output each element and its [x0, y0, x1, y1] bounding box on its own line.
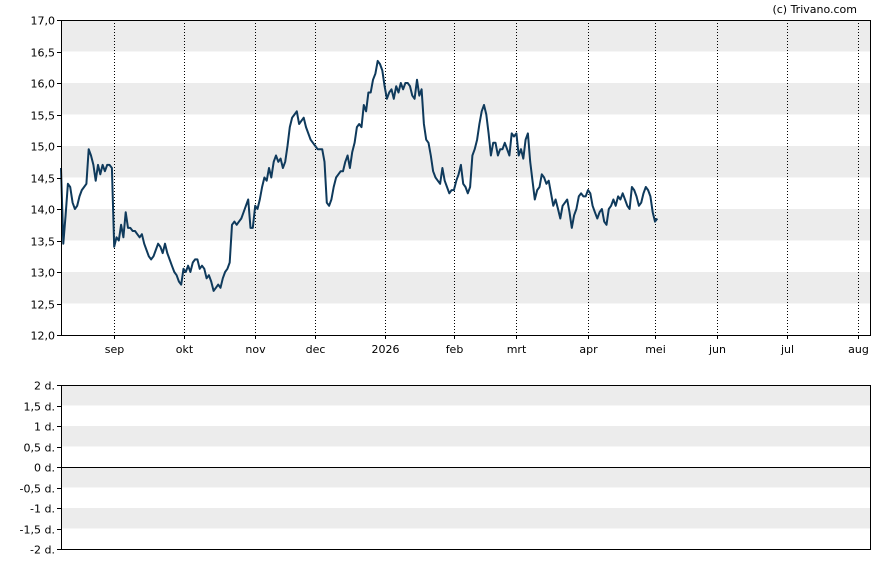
y-tick-label: -1 d.: [30, 503, 55, 516]
y-tick-label: 0,5 d.: [24, 442, 55, 455]
y-tick-label: 12,5: [31, 299, 56, 312]
x-tick-label: nov: [245, 343, 266, 356]
x-tick-label: mei: [645, 343, 666, 356]
y-tick-label: 15,5: [31, 110, 56, 123]
y-tick-label: -1,5 d.: [20, 524, 55, 537]
x-tick-label: okt: [176, 343, 194, 356]
price-band: [61, 83, 870, 115]
x-tick-label: 2026: [372, 343, 400, 356]
price-band: [61, 146, 870, 178]
y-tick-label: 16,5: [31, 47, 56, 60]
x-tick-label: jun: [708, 343, 726, 356]
x-tick-label: jul: [780, 343, 794, 356]
y-tick-label: 12,0: [31, 330, 56, 343]
price-panel-frame: [61, 20, 871, 336]
y-tick-label: 15,0: [31, 141, 56, 154]
x-tick-label: dec: [306, 343, 326, 356]
y-tick-label: 1,5 d.: [24, 401, 55, 414]
price-series-line: [60, 59, 659, 292]
y-tick-label: 13,0: [31, 267, 56, 280]
y-tick-label: 13,5: [31, 236, 56, 249]
volume-panel-bands: [61, 385, 870, 529]
x-tick-label: apr: [579, 343, 598, 356]
y-tick-label: -2 d.: [30, 544, 55, 557]
y-tick-label: 14,5: [31, 173, 56, 186]
price-band: [61, 272, 870, 304]
price-band: [61, 20, 870, 52]
volume-y-axis-labels: -2 d. -1,5 d. -1 d. -0,5 d. 0 d. 0,5 d. 1 d. 1,…: [20, 380, 61, 557]
y-tick-label: 0 d.: [34, 462, 55, 475]
y-tick-label: 14,0: [31, 204, 56, 217]
volume-band: [61, 508, 870, 529]
volume-band: [61, 385, 870, 406]
x-tick-label: sep: [105, 343, 124, 356]
price-y-axis-labels: 12,0 12,5 13,0 13,5 14,0 14,5 15,0 15,5 16,0 16,5…: [31, 15, 61, 343]
x-tick-label: aug: [848, 343, 869, 356]
y-tick-label: 17,0: [31, 15, 56, 28]
x-tick-label: mrt: [507, 343, 527, 356]
y-tick-label: 16,0: [31, 78, 56, 91]
y-tick-label: 1 d.: [34, 421, 55, 434]
price-panel-bands: [61, 20, 870, 304]
volume-panel-frame: [61, 385, 871, 550]
x-axis-labels: sep okt nov dec 2026 feb mrt apr mei jun jul aug: [105, 343, 869, 356]
volume-band: [61, 467, 870, 488]
x-tick-label: feb: [446, 343, 464, 356]
y-tick-label: -0,5 d.: [20, 483, 55, 496]
volume-band: [61, 426, 870, 447]
y-tick-label: 2 d.: [34, 380, 55, 393]
price-band: [61, 209, 870, 241]
copyright-text: (c) Trivano.com: [772, 3, 857, 16]
